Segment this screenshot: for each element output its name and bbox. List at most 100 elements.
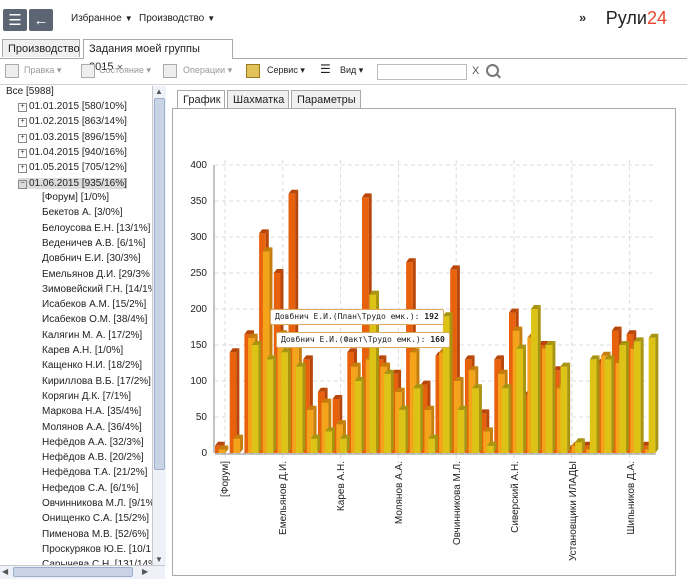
tree-person[interactable]: Пименова М.В. [52/6%] xyxy=(42,529,149,540)
tree-person[interactable]: Кириллова В.Б. [17/2%] xyxy=(42,376,151,387)
close-icon[interactable]: ✕ xyxy=(116,63,124,72)
tree-month[interactable]: +01.02.2015 [863/14%] xyxy=(18,116,127,128)
arrow-left-icon[interactable]: ← xyxy=(29,9,53,31)
bar-top xyxy=(288,189,299,194)
bar-side xyxy=(287,348,291,453)
bar xyxy=(350,366,358,453)
tree-person[interactable]: Исабеков О.М. [38/4%] xyxy=(42,314,147,325)
state-menu[interactable]: Состояние ▾ xyxy=(99,65,151,75)
tree-node-label: Зимовейский Г.Н. [14/1% xyxy=(42,283,153,295)
tree-node-label: Калягин М. А. [17/2%] xyxy=(42,329,143,341)
expand-icon[interactable]: » xyxy=(579,10,587,25)
tree-person[interactable]: Исабеков А.М. [15/2%] xyxy=(42,299,146,310)
tree-person[interactable]: Веденичев А.В. [6/1%] xyxy=(42,238,145,249)
bar xyxy=(365,359,373,453)
tree-node-label: Все [5988] xyxy=(6,86,54,97)
bar-top xyxy=(310,434,321,439)
tree-person[interactable]: Онищенко С.А. [15/2%] xyxy=(42,513,149,524)
tree-person[interactable]: Молянов А.А. [36/4%] xyxy=(42,422,142,433)
production-menu[interactable]: Производство ▼ xyxy=(139,13,216,24)
bar xyxy=(428,438,435,453)
hamburger-icon[interactable]: ☰ xyxy=(3,9,27,31)
bar xyxy=(453,381,461,453)
tree-person[interactable]: Зимовейский Г.Н. [14/1% xyxy=(42,283,153,295)
tree-person[interactable]: Калягин М. А. [17/2%] xyxy=(42,330,142,341)
bar xyxy=(615,363,623,453)
clear-search-button[interactable]: X xyxy=(472,65,480,77)
tree-person[interactable]: [Форум] [1/0%] xyxy=(42,192,109,203)
bar-top xyxy=(453,377,464,381)
scroll-down-icon[interactable]: ▼ xyxy=(155,555,163,564)
tree-person[interactable]: Нефёдова Т.А. [21/2%] xyxy=(42,467,147,478)
tree-person[interactable]: Нефёдов А.А. [32/3%] xyxy=(42,437,144,448)
bar xyxy=(567,449,575,453)
bar-side xyxy=(464,405,468,453)
expand-icon[interactable]: + xyxy=(18,148,27,158)
bar xyxy=(336,424,343,453)
bar-top xyxy=(413,384,424,389)
bar-side xyxy=(493,441,497,453)
tree-person[interactable]: Нефедов С.А. [6/1%] xyxy=(42,483,138,494)
tree-month[interactable]: +01.01.2015 [580/10%] xyxy=(18,101,127,112)
tree-month[interactable]: −01.06.2015 [935/16%] xyxy=(18,177,127,189)
view-menu[interactable]: Вид ▾ xyxy=(340,65,364,75)
tree-person[interactable]: Корягин Д.К. [7/1%] xyxy=(42,391,131,402)
tree-month[interactable]: +01.03.2015 [896/15%] xyxy=(18,132,127,143)
tree-node-label: Пименова М.В. [52/6%] xyxy=(42,528,150,540)
scroll-right-icon[interactable]: ▶ xyxy=(142,567,149,576)
edit-icon xyxy=(5,64,19,78)
bar-top xyxy=(251,341,262,345)
scroll-left-icon[interactable]: ◀ xyxy=(2,567,9,576)
tree-person[interactable]: Овчинникова М.Л. [9/1% xyxy=(42,498,152,509)
tree-person[interactable]: Емельянов Д.И. [29/3% xyxy=(42,269,150,280)
bar xyxy=(582,445,590,453)
expand-icon[interactable]: + xyxy=(18,103,27,112)
bar xyxy=(527,337,535,453)
collapse-icon[interactable]: − xyxy=(18,179,27,189)
bar xyxy=(384,373,391,453)
tab-production[interactable]: Производство xyxy=(2,39,80,57)
tree-person[interactable]: Бекетов А. [3/0%] xyxy=(42,207,123,218)
bar xyxy=(556,388,564,453)
bar-side xyxy=(376,290,380,453)
expand-icon[interactable]: + xyxy=(18,164,27,174)
y-tick-label: 0 xyxy=(201,448,207,459)
tree-person[interactable]: Кащенко Н.И. [18/2%] xyxy=(42,360,142,371)
bar-side xyxy=(625,341,629,453)
tree-person[interactable]: Маркова Н.А. [35/4%] xyxy=(42,406,141,417)
tree-person[interactable]: Сарычева С.Н. [131/14% xyxy=(42,559,152,565)
tree-person[interactable]: Нефёдов А.В. [20/2%] xyxy=(42,452,144,463)
bar-top xyxy=(336,420,346,425)
bar-top xyxy=(380,362,391,367)
tree-hscroll-thumb[interactable] xyxy=(13,567,133,577)
tree-month[interactable]: +01.05.2015 [705/12%] xyxy=(18,162,127,174)
tree-person[interactable]: Довбнич Е.И. [30/3%] xyxy=(42,253,141,264)
tab-chessboard[interactable]: Шахматка xyxy=(227,90,289,109)
y-tick-label: 200 xyxy=(190,304,207,315)
scroll-up-icon[interactable]: ▲ xyxy=(155,87,163,96)
search-input[interactable] xyxy=(377,64,467,80)
bar-side xyxy=(478,384,482,453)
favorites-menu[interactable]: Избранное ▼ xyxy=(71,13,133,24)
bar-top xyxy=(428,434,438,439)
tree-person[interactable]: Проскуряков Ю.Е. [10/1 xyxy=(42,544,151,555)
bar-side xyxy=(523,344,527,453)
bar xyxy=(600,355,608,453)
tree-month[interactable]: +01.04.2015 [940/16%] xyxy=(18,147,127,158)
tree-scroll-thumb[interactable] xyxy=(154,98,165,470)
expand-icon[interactable]: + xyxy=(18,118,27,128)
bar xyxy=(626,334,634,453)
bar xyxy=(545,345,553,453)
search-icon[interactable] xyxy=(486,64,499,77)
expand-icon[interactable]: + xyxy=(18,133,27,143)
service-menu[interactable]: Сервис ▾ xyxy=(267,65,305,75)
bar-side xyxy=(449,312,453,453)
operations-menu[interactable]: Операции ▾ xyxy=(183,65,233,75)
tab-group-tasks[interactable]: Задания моей группы 2015 ✕ xyxy=(83,39,233,73)
y-tick-label: 150 xyxy=(190,340,207,351)
bar-side xyxy=(567,362,571,453)
tree-person[interactable]: Белоусова Е.Н. [13/1%] xyxy=(42,223,150,234)
edit-menu[interactable]: Правка ▾ xyxy=(24,65,62,75)
tree-root[interactable]: Все [5988] xyxy=(6,86,54,97)
tree-person[interactable]: Карев А.Н. [1/0%] xyxy=(42,345,123,356)
